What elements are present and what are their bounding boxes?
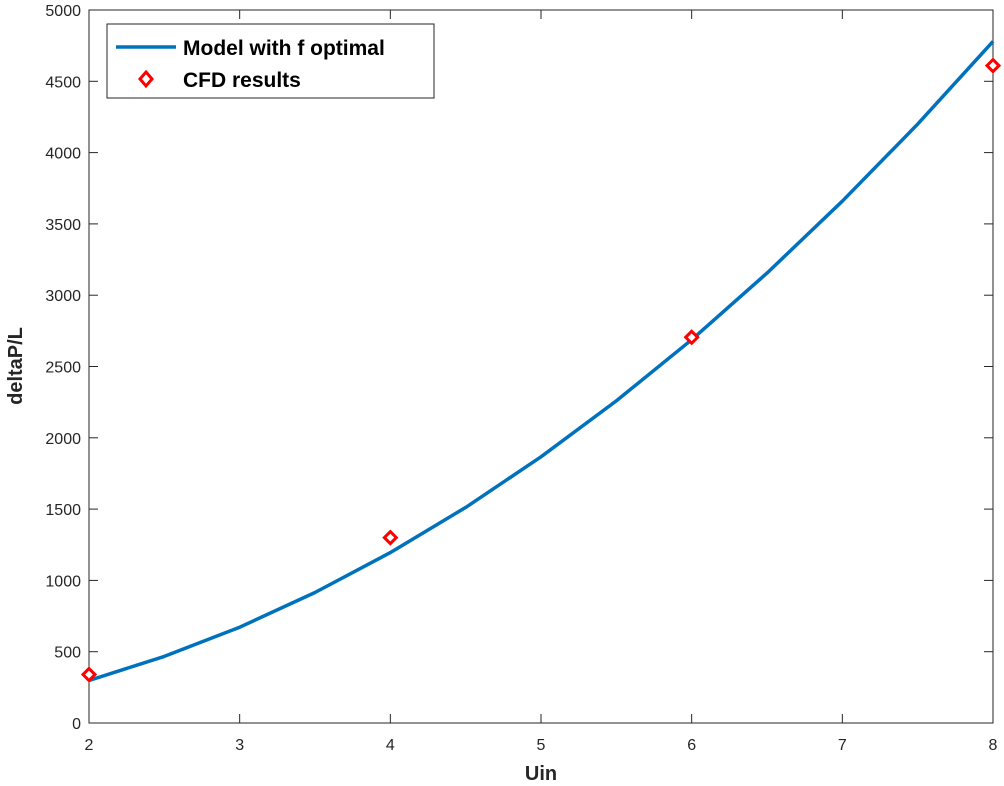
y-axis-label: deltaP/L xyxy=(5,327,27,405)
y-tick-label: 0 xyxy=(72,716,81,733)
legend-box xyxy=(106,23,435,99)
y-tick-label: 2000 xyxy=(45,431,81,448)
series-layer xyxy=(80,40,1002,683)
x-axis-ticks: 2 3 4 5 6 7 8 xyxy=(85,10,998,754)
legend-label-cfd: CFD results xyxy=(183,69,301,92)
model-series-line xyxy=(88,40,995,683)
cfd-data-point xyxy=(382,529,399,546)
x-tick-label: 2 xyxy=(85,737,94,754)
cfd-data-point xyxy=(683,329,700,346)
y-tick-label: 3500 xyxy=(45,217,81,234)
plot-area xyxy=(88,9,994,724)
y-tick-label: 500 xyxy=(54,645,81,662)
x-tick-label: 6 xyxy=(687,737,696,754)
x-axis-label: Uin xyxy=(525,763,557,785)
y-tick-label: 3000 xyxy=(45,288,81,305)
cfd-data-point xyxy=(984,57,1002,74)
x-tick-label: 5 xyxy=(537,737,546,754)
legend-label-model: Model with f optimal xyxy=(183,37,385,60)
y-tick-label: 4500 xyxy=(45,74,81,91)
x-tick-label: 8 xyxy=(989,737,998,754)
y-tick-label: 1500 xyxy=(45,502,81,519)
y-tick-label: 4000 xyxy=(45,146,81,163)
y-tick-label: 1000 xyxy=(45,573,81,590)
legend-diamond-swatch xyxy=(138,69,154,89)
legend: Model with f optimal CFD results xyxy=(106,23,435,99)
y-axis-ticks: 0 500 1000 1500 2000 2500 3000 3500 4000 4500 5000 xyxy=(45,3,993,733)
x-tick-label: 4 xyxy=(386,737,395,754)
cfd-data-point xyxy=(80,666,98,683)
x-tick-label: 3 xyxy=(235,737,244,754)
y-tick-label: 2500 xyxy=(45,360,81,377)
y-tick-label: 5000 xyxy=(45,3,81,20)
x-tick-label: 7 xyxy=(838,737,847,754)
